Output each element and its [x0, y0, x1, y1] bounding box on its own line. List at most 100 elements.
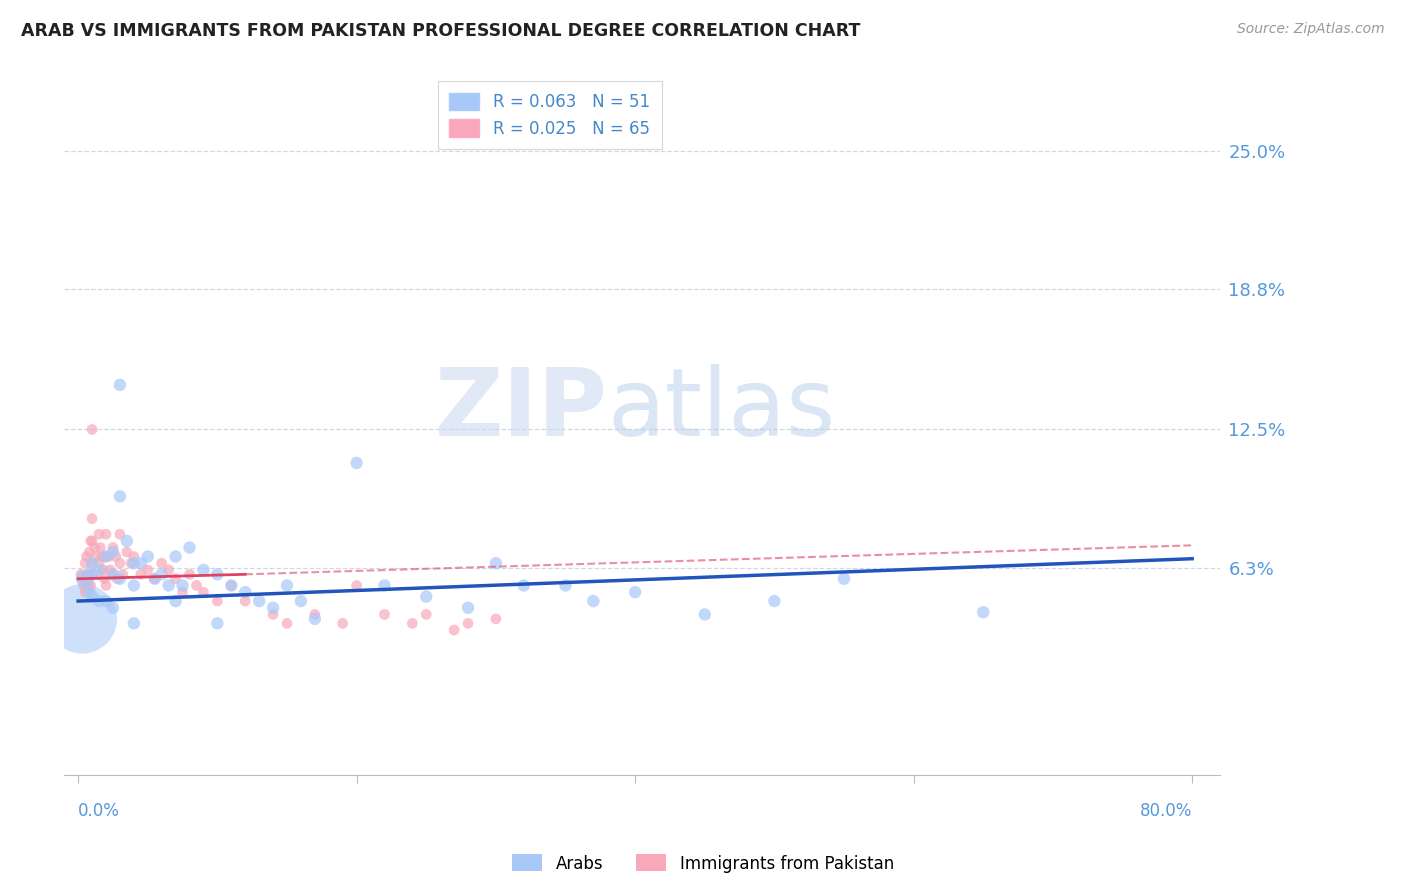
Point [79, 578, 101, 592]
Point [346, 578, 368, 592]
Point [87, 594, 110, 608]
Point [104, 549, 127, 564]
Point [108, 527, 131, 541]
Point [304, 612, 326, 626]
Text: 80.0%: 80.0% [1140, 802, 1192, 820]
Point [143, 572, 166, 586]
Point [87, 563, 110, 577]
Point [157, 563, 180, 577]
Point [94, 594, 117, 608]
Point [373, 607, 395, 622]
Point [75, 585, 97, 599]
Text: ARAB VS IMMIGRANTS FROM PAKISTAN PROFESSIONAL DEGREE CORRELATION CHART: ARAB VS IMMIGRANTS FROM PAKISTAN PROFESS… [21, 22, 860, 40]
Point [83, 541, 105, 555]
Point [94, 549, 117, 564]
Point [72, 572, 94, 586]
Point [150, 567, 173, 582]
Point [165, 594, 187, 608]
Point [763, 594, 786, 608]
Point [77, 567, 100, 582]
Point [624, 585, 647, 599]
Point [80, 511, 103, 525]
Point [457, 600, 479, 615]
Point [73, 578, 96, 592]
Point [80, 556, 103, 570]
Point [87, 556, 110, 570]
Point [193, 563, 215, 577]
Point [90, 549, 112, 564]
Point [80, 567, 103, 582]
Point [77, 585, 100, 599]
Point [94, 549, 117, 564]
Point [165, 549, 187, 564]
Point [247, 594, 270, 608]
Point [80, 567, 103, 582]
Point [86, 567, 108, 582]
Point [179, 541, 201, 555]
Point [832, 572, 855, 586]
Point [80, 590, 103, 604]
Point [94, 578, 117, 592]
Point [101, 567, 124, 582]
Point [262, 600, 284, 615]
Point [111, 567, 134, 582]
Point [186, 578, 208, 592]
Point [75, 572, 97, 586]
Point [80, 422, 103, 436]
Point [401, 616, 423, 631]
Point [457, 616, 479, 631]
Point [122, 556, 145, 570]
Point [693, 607, 716, 622]
Point [77, 567, 100, 582]
Point [415, 590, 437, 604]
Point [76, 549, 98, 564]
Point [207, 594, 229, 608]
Point [94, 527, 117, 541]
Point [512, 578, 534, 592]
Legend: R = 0.063   N = 51, R = 0.025   N = 65: R = 0.063 N = 51, R = 0.025 N = 65 [437, 81, 662, 149]
Point [101, 545, 124, 559]
Point [87, 527, 110, 541]
Point [101, 567, 124, 582]
Point [172, 578, 194, 592]
Point [233, 594, 256, 608]
Point [165, 572, 187, 586]
Point [207, 567, 229, 582]
Point [84, 549, 107, 564]
Point [207, 616, 229, 631]
Point [101, 541, 124, 555]
Point [193, 585, 215, 599]
Point [129, 567, 152, 582]
Point [276, 578, 298, 592]
Point [122, 616, 145, 631]
Point [143, 572, 166, 586]
Point [485, 612, 508, 626]
Point [89, 541, 111, 555]
Text: 0.0%: 0.0% [79, 802, 120, 820]
Point [97, 549, 120, 564]
Point [77, 545, 100, 559]
Point [157, 578, 180, 592]
Point [80, 556, 103, 570]
Point [332, 616, 354, 631]
Point [98, 563, 121, 577]
Text: atlas: atlas [607, 364, 835, 456]
Point [290, 594, 312, 608]
Point [108, 556, 131, 570]
Point [80, 533, 103, 548]
Point [129, 556, 152, 570]
Point [70, 567, 93, 582]
Point [72, 612, 94, 626]
Point [415, 607, 437, 622]
Point [233, 585, 256, 599]
Point [150, 556, 173, 570]
Point [108, 489, 131, 503]
Legend: Arabs, Immigrants from Pakistan: Arabs, Immigrants from Pakistan [505, 847, 901, 880]
Point [373, 578, 395, 592]
Point [77, 578, 100, 592]
Point [79, 533, 101, 548]
Point [75, 556, 97, 570]
Point [304, 607, 326, 622]
Point [221, 578, 243, 592]
Point [443, 623, 465, 637]
